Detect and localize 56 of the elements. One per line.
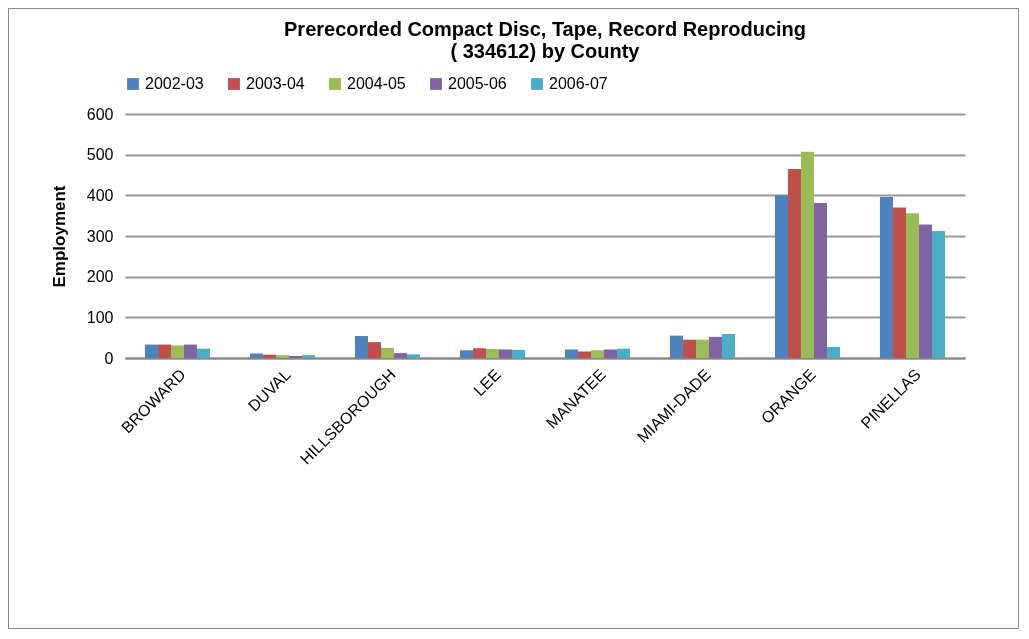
bar bbox=[814, 203, 828, 358]
bar bbox=[800, 151, 815, 358]
bar bbox=[302, 355, 316, 358]
bar bbox=[459, 350, 473, 358]
bar bbox=[695, 339, 710, 358]
bar bbox=[827, 347, 841, 358]
bar bbox=[604, 349, 618, 358]
legend-label: 2003-04 bbox=[246, 75, 305, 92]
bar bbox=[289, 355, 303, 358]
bar bbox=[485, 349, 500, 358]
bar bbox=[590, 350, 605, 358]
bar bbox=[669, 335, 683, 358]
bar bbox=[892, 207, 906, 358]
bar bbox=[787, 168, 801, 358]
bar bbox=[774, 195, 788, 358]
legend-label: 2005-06 bbox=[448, 75, 507, 92]
bar bbox=[184, 344, 198, 358]
bar bbox=[275, 355, 290, 358]
bar bbox=[722, 334, 736, 358]
y-tick-label: 0 bbox=[104, 349, 114, 367]
bar bbox=[879, 196, 893, 358]
text: ( 334612) by County bbox=[450, 40, 640, 62]
bar bbox=[564, 349, 578, 358]
bar bbox=[197, 348, 211, 358]
y-tick-label: 400 bbox=[86, 186, 114, 204]
text: Prerecorded Compact Disc, Tape, Record Reproducing bbox=[284, 18, 806, 40]
bar bbox=[354, 336, 368, 358]
y-tick-label: 200 bbox=[86, 268, 114, 286]
bar bbox=[472, 348, 486, 358]
bar bbox=[157, 344, 171, 358]
bar bbox=[407, 354, 421, 358]
bar bbox=[380, 347, 395, 358]
bar bbox=[512, 349, 526, 358]
y-tick-label: 300 bbox=[86, 227, 114, 245]
bar bbox=[499, 349, 513, 358]
bar bbox=[394, 353, 408, 358]
y-tick-label: 600 bbox=[86, 105, 114, 123]
bar bbox=[170, 345, 185, 358]
legend-label: 2006-07 bbox=[549, 75, 608, 92]
legend-label: 2002-03 bbox=[145, 75, 204, 92]
bar bbox=[249, 353, 263, 358]
bar bbox=[367, 342, 381, 358]
legend-label: 2004-05 bbox=[347, 75, 406, 92]
x-tick-label: LEE bbox=[470, 365, 504, 400]
bar bbox=[682, 339, 696, 358]
y-tick-label: 500 bbox=[86, 146, 114, 164]
bar bbox=[905, 213, 920, 358]
y-axis-title: Employment bbox=[49, 185, 69, 288]
bar bbox=[709, 336, 723, 358]
bar bbox=[919, 224, 933, 358]
y-tick-label: 100 bbox=[86, 308, 114, 326]
bar bbox=[262, 354, 276, 358]
bar bbox=[577, 351, 591, 358]
bar bbox=[932, 231, 946, 358]
bar bbox=[144, 344, 158, 358]
bar bbox=[617, 348, 631, 358]
